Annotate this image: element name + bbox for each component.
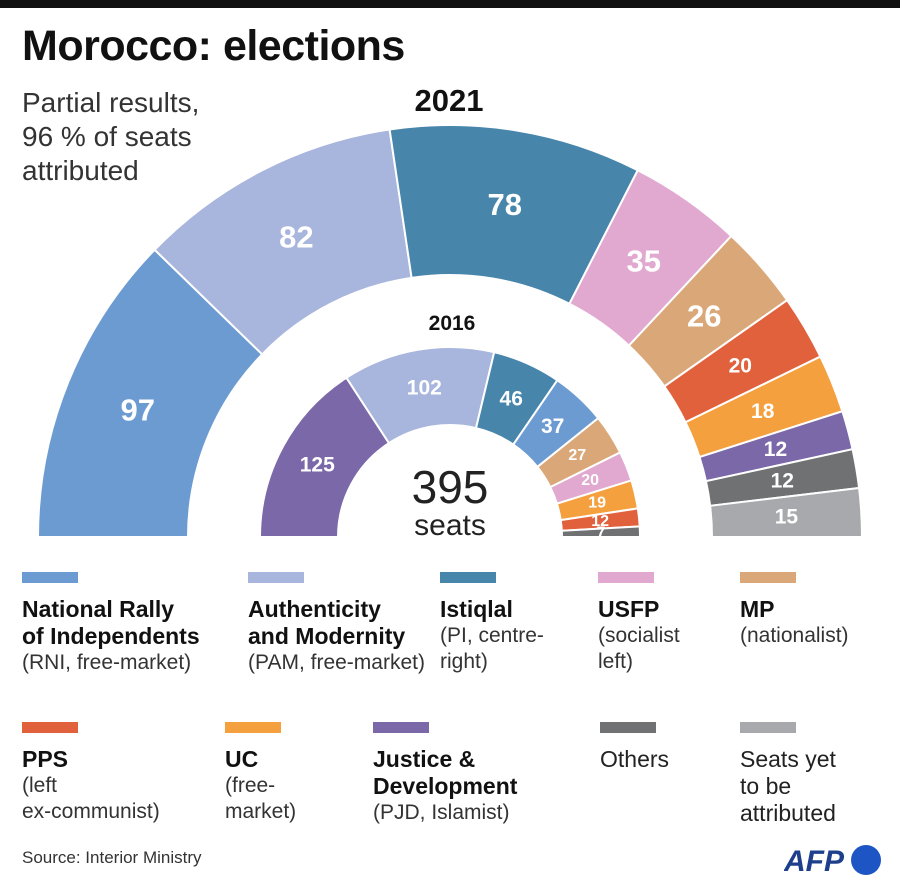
legend-item-mp: MP (nationalist): [740, 572, 849, 649]
legend-description: (free- market): [225, 774, 297, 823]
legend-description: Others: [600, 746, 670, 772]
legend-name: PPS: [22, 746, 69, 772]
legend-item-seats-yet-to-be-attributed: Seats yet to be attributed: [740, 722, 836, 827]
legend-swatch: [740, 572, 796, 583]
seat-segment-2016-others: [560, 525, 642, 538]
seat-label-2016-national-rally-of-independents: 37: [541, 415, 564, 438]
legend-name: UC: [225, 746, 259, 772]
ring-2021: 97 82 78 35 26 20 18 12 12 15: [36, 124, 864, 538]
seat-label-2021-others: 12: [771, 469, 794, 492]
seat-label-2021-mp: 26: [687, 298, 721, 333]
afp-logo-text: AFP: [784, 845, 845, 878]
legend-swatch: [22, 572, 78, 583]
legend-name: Justice & Development: [373, 746, 518, 799]
legend-item-uc: UC (free- market): [225, 722, 296, 825]
source-note: Source: Interior Ministry: [22, 848, 202, 867]
subtitle-text: Partial results, 96 % of seats attribute…: [22, 87, 200, 186]
legend-swatch: [248, 572, 304, 583]
legend-name: Authenticity and Modernity: [248, 596, 406, 649]
legend-swatch: [225, 722, 281, 733]
seat-label-2021-uc: 18: [751, 400, 775, 423]
legend-name: Istiqlal: [440, 596, 513, 622]
seat-label-2016-authenticity-and-modernity: 102: [407, 377, 442, 400]
legend-name: National Rally of Independents: [22, 596, 200, 649]
seat-label-2021-usfp: 35: [626, 244, 660, 279]
legend-description: (PI, centre- right): [440, 624, 544, 673]
seat-label-2016-istiqlal: 46: [500, 387, 523, 410]
legend-description: (socialist left): [598, 624, 680, 673]
legend-name: USFP: [598, 596, 660, 622]
chart-subtitle: Partial results, 96 % of seats attribute…: [22, 86, 242, 188]
seat-label-2016-usfp: 20: [581, 472, 599, 489]
seat-label-2021-justice-development: 12: [764, 438, 787, 461]
seat-label-2016-others: 7: [596, 524, 605, 541]
seat-label-2021-pps: 20: [729, 354, 752, 377]
year-label-2016: 2016: [429, 312, 476, 335]
total-seats-value: 395: [412, 461, 489, 513]
legend-swatch: [600, 722, 656, 733]
legend-description: (PAM, free-market): [248, 651, 425, 674]
legend-description: (PJD, Islamist): [373, 801, 510, 824]
legend-description: (RNI, free-market): [22, 651, 192, 674]
seat-label-2021-national-rally-of-independents: 97: [121, 393, 155, 428]
seat-label-2016-justice-development: 125: [300, 453, 335, 476]
legend-item-national-rally-of-independents: National Rally of Independents (RNI, free…: [22, 572, 200, 676]
afp-logo: AFP: [784, 845, 881, 878]
year-label-2021: 2021: [415, 83, 484, 118]
seat-segment-2021-seats-yet-to-be-attributed: [709, 486, 864, 538]
seat-label-2016-mp: 27: [568, 447, 586, 464]
legend-swatch: [22, 722, 78, 733]
legend-swatch: [598, 572, 654, 583]
seat-label-2021-authenticity-and-modernity: 82: [279, 220, 313, 255]
seat-label-2021-seats-yet-to-be-attributed: 15: [775, 505, 799, 528]
legend-item-justice-development: Justice & Development (PJD, Islamist): [373, 722, 517, 826]
legend-item-pps: PPS (left ex-communist): [22, 722, 160, 825]
legend-item-usfp: USFP (socialist left): [598, 572, 680, 675]
top-rule: [0, 0, 900, 8]
chart-title: Morocco: elections: [22, 22, 405, 70]
legend-name: MP: [740, 596, 775, 622]
seat-label-2016-uc: 19: [588, 495, 606, 512]
legend-swatch: [440, 572, 496, 583]
afp-logo-circle: [851, 845, 881, 875]
legend-item-istiqlal: Istiqlal (PI, centre- right): [440, 572, 544, 675]
legend-description: Seats yet to be attributed: [740, 746, 836, 826]
total-seats-unit: seats: [414, 509, 486, 542]
seat-label-2016-pps: 12: [591, 513, 609, 530]
seat-label-2021-istiqlal: 78: [487, 187, 521, 222]
legend-description: (left ex-communist): [22, 774, 160, 823]
legend-swatch: [373, 722, 429, 733]
legend-description: (nationalist): [740, 624, 849, 647]
legend-item-authenticity-and-modernity: Authenticity and Modernity (PAM, free-mar…: [248, 572, 425, 676]
legend-item-others: Others: [600, 722, 669, 773]
legend-swatch: [740, 722, 796, 733]
